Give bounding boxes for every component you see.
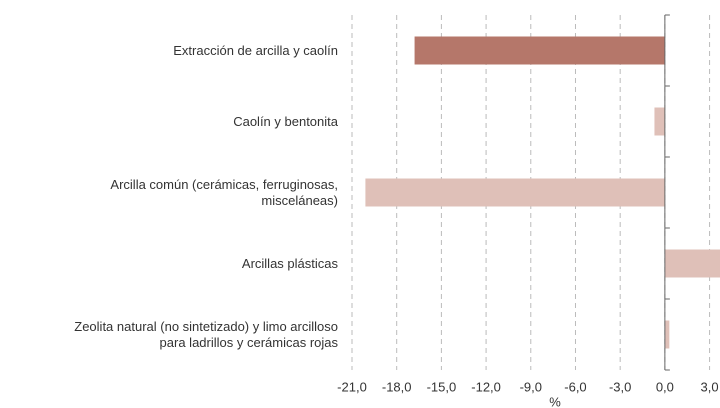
x-tick-label: -9,0 xyxy=(520,379,542,394)
x-tick-label: -18,0 xyxy=(382,379,412,394)
y-tick-label: Extracción de arcilla y caolín xyxy=(173,42,338,58)
bar xyxy=(654,107,665,136)
x-tick-label: -3,0 xyxy=(609,379,631,394)
y-tick-label: Arcilla común (cerámicas, ferruginosas, … xyxy=(110,176,338,208)
bar xyxy=(414,36,665,65)
x-tick-label: 0,0 xyxy=(656,379,674,394)
x-tick-label: -12,0 xyxy=(471,379,501,394)
bar xyxy=(664,249,720,278)
y-tick-label: Caolín y bentonita xyxy=(233,113,338,129)
y-tick-label: Arcillas plásticas xyxy=(241,255,338,271)
bar xyxy=(664,320,670,349)
x-tick-label: 3,0 xyxy=(701,379,719,394)
x-tick-label: -6,0 xyxy=(564,379,586,394)
y-tick-label: Zeolita natural (no sintetizado) y limo … xyxy=(74,318,338,350)
x-tick-label: -21,0 xyxy=(337,379,367,394)
x-axis-label: % xyxy=(549,394,561,408)
x-tick-label: -15,0 xyxy=(427,379,457,394)
bar xyxy=(365,178,665,207)
